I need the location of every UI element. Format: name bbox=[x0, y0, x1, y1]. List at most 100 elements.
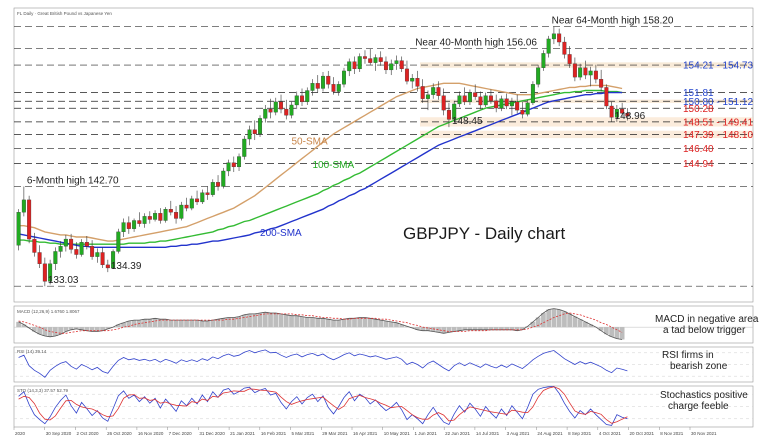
macd-histogram-bar bbox=[220, 318, 226, 328]
macd-histogram-bar bbox=[436, 327, 441, 333]
candle-body bbox=[368, 58, 373, 63]
candle-body bbox=[95, 252, 100, 257]
macd-histogram-bar bbox=[315, 318, 321, 328]
macd-histogram-bar bbox=[614, 327, 620, 339]
macd-histogram-bar bbox=[304, 317, 310, 328]
candle-body bbox=[284, 108, 289, 116]
candle-body bbox=[63, 238, 68, 247]
candle-body bbox=[362, 56, 367, 59]
macd-histogram-bar bbox=[262, 312, 268, 328]
candle-body bbox=[137, 220, 142, 224]
macd-histogram-bar bbox=[215, 319, 221, 328]
macd-histogram-bar bbox=[441, 327, 447, 334]
candle-body bbox=[321, 75, 325, 89]
candle-body bbox=[404, 68, 409, 82]
candle-body bbox=[525, 102, 530, 115]
candle-body bbox=[205, 192, 210, 195]
stochastic-caption: STO (14,3,3) 37.57 52.79 bbox=[17, 388, 68, 393]
macd-histogram-bar bbox=[294, 315, 300, 328]
macd-histogram-bar bbox=[142, 319, 147, 328]
macd-histogram-bar bbox=[509, 327, 515, 330]
candle-body bbox=[121, 222, 126, 233]
candle-body bbox=[499, 98, 504, 109]
indicator-line bbox=[18, 349, 628, 378]
candle-body bbox=[21, 199, 26, 213]
candle-body bbox=[488, 95, 493, 101]
macd-histogram-bar bbox=[247, 313, 252, 328]
macd-histogram-bar bbox=[58, 327, 63, 335]
macd-histogram-bar bbox=[341, 319, 347, 328]
macd-histogram-bar bbox=[493, 327, 499, 330]
x-tick-label: 8 Sep 2021 bbox=[568, 431, 592, 436]
macd-histogram-bar bbox=[451, 327, 457, 332]
candlesticks bbox=[16, 26, 630, 287]
macd-histogram-bar bbox=[388, 321, 394, 328]
macd-histogram-bar bbox=[499, 327, 504, 330]
candle-body bbox=[221, 170, 226, 187]
x-tick-label: 14 Jul 2021 bbox=[476, 431, 500, 436]
macd-histogram-bar bbox=[52, 327, 58, 336]
level-label: 151.81 bbox=[683, 88, 714, 99]
candle-body bbox=[163, 209, 168, 221]
candle-body bbox=[210, 182, 215, 195]
candle-body bbox=[557, 33, 562, 43]
macd-histogram-bar bbox=[168, 320, 174, 328]
candle-body bbox=[84, 242, 89, 247]
candle-body bbox=[16, 212, 21, 246]
macd-histogram-bar bbox=[546, 309, 552, 328]
macd-histogram-bar bbox=[194, 320, 200, 328]
candle-body bbox=[520, 109, 525, 115]
price-annotations: Near 64-Month high 158.20 Near 40-Month h… bbox=[27, 16, 674, 287]
candle-body bbox=[200, 192, 205, 203]
x-tick-label: 7 Dec 2020 bbox=[169, 431, 193, 436]
candle-body bbox=[593, 70, 598, 80]
macd-histogram-bar bbox=[126, 320, 132, 328]
candle-body bbox=[541, 53, 546, 68]
macd-histogram-bar bbox=[236, 316, 242, 328]
macd-histogram-bar bbox=[472, 327, 478, 330]
macd-histogram-bar bbox=[16, 321, 21, 328]
macd-histogram-bar bbox=[383, 320, 389, 328]
level-label: 144.94 bbox=[683, 159, 714, 170]
indicator-annotation: RSI firms in bearish zone bbox=[662, 350, 728, 372]
macd-histogram-bar bbox=[467, 327, 473, 330]
candle-body bbox=[147, 216, 152, 220]
candle-body bbox=[216, 182, 221, 187]
macd-histogram-bar bbox=[173, 320, 179, 328]
candle-body bbox=[74, 249, 79, 255]
candle-body bbox=[394, 60, 399, 64]
macd-histogram-bar bbox=[504, 327, 510, 330]
candle-body bbox=[105, 264, 110, 269]
macd-histogram-bar bbox=[163, 319, 168, 328]
macd-histogram-bar bbox=[457, 327, 462, 331]
indicator-line bbox=[18, 312, 623, 334]
candle-body bbox=[174, 212, 179, 219]
candle-body bbox=[37, 252, 42, 264]
macd-histogram-bar bbox=[205, 320, 210, 328]
candle-body bbox=[383, 61, 388, 71]
candle-body bbox=[452, 103, 457, 120]
candle-body bbox=[425, 94, 430, 99]
macd-panel bbox=[13, 305, 754, 344]
macd-histogram-bar bbox=[189, 320, 195, 328]
candle-body bbox=[142, 216, 147, 224]
macd-histogram-bar bbox=[278, 313, 284, 328]
candle-body bbox=[294, 95, 299, 106]
candle-body bbox=[462, 95, 467, 103]
x-tick-label: 30 Nov 2021 bbox=[691, 431, 717, 436]
candle-body bbox=[189, 198, 194, 209]
macd-histogram-bar bbox=[152, 318, 158, 328]
macd-histogram-bar bbox=[535, 317, 541, 328]
macd-histogram-bar bbox=[530, 321, 536, 328]
candle-body bbox=[315, 83, 320, 89]
candle-body bbox=[58, 246, 63, 252]
candle-body bbox=[509, 101, 514, 107]
candle-body bbox=[399, 60, 404, 70]
macd-histogram-bar bbox=[63, 327, 69, 332]
price-annotation: Near 64-Month high 158.20 bbox=[552, 16, 674, 27]
candle-body bbox=[609, 105, 614, 118]
x-tick-label: 2 Oct 2020 bbox=[76, 431, 99, 436]
candle-body bbox=[625, 113, 630, 117]
macd-histogram-bar bbox=[514, 327, 520, 331]
